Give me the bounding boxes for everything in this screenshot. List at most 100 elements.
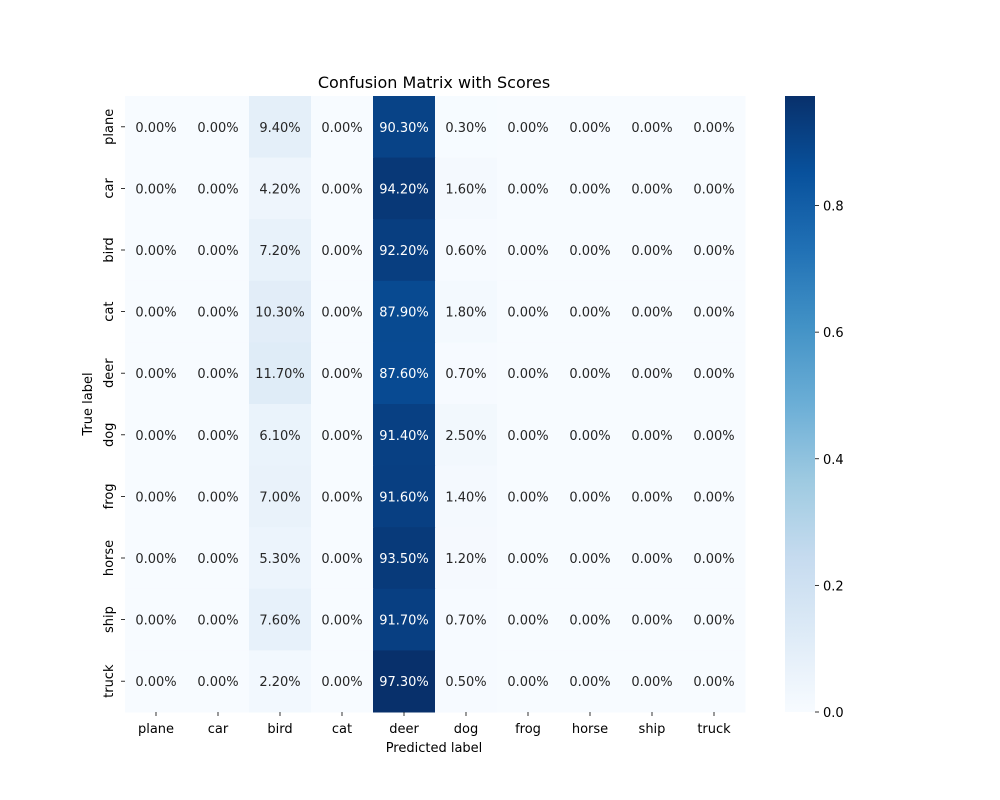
x-tick-label: ship <box>639 722 666 737</box>
cell-truck-car <box>187 650 250 713</box>
cell-value-label: 0.00% <box>135 306 176 321</box>
cell-car-truck <box>683 157 746 220</box>
cell-value-label: 0.00% <box>631 552 672 567</box>
cell-plane-truck <box>683 96 746 159</box>
cell-value-label: 0.00% <box>321 552 362 567</box>
cell-dog-deer <box>373 404 436 467</box>
cell-value-label: 92.20% <box>379 244 429 259</box>
cell-value-label: 0.00% <box>507 429 548 444</box>
cell-value-label: 2.50% <box>445 429 486 444</box>
cell-plane-plane <box>125 96 188 159</box>
cell-value-label: 0.00% <box>135 490 176 505</box>
cell-value-label: 0.00% <box>321 429 362 444</box>
cell-value-label: 0.00% <box>693 429 734 444</box>
cell-value-label: 0.00% <box>507 552 548 567</box>
cell-value-label: 0.00% <box>135 121 176 136</box>
cell-value-label: 0.70% <box>445 367 486 382</box>
cell-value-label: 0.00% <box>135 429 176 444</box>
cell-value-label: 0.00% <box>631 675 672 690</box>
cell-value-label: 1.60% <box>445 182 486 197</box>
cell-cat-dog <box>435 280 498 343</box>
cell-value-label: 0.00% <box>693 614 734 629</box>
cell-deer-car <box>187 342 250 405</box>
cell-value-label: 0.00% <box>693 675 734 690</box>
cell-ship-horse <box>559 588 622 651</box>
cell-value-label: 0.00% <box>569 675 610 690</box>
colorbar-tick-label: 0.4 <box>823 453 844 468</box>
cell-dog-cat <box>311 404 374 467</box>
cell-car-bird <box>249 157 312 220</box>
cell-value-label: 11.70% <box>255 367 305 382</box>
cell-horse-frog <box>497 527 560 590</box>
cell-cat-deer <box>373 280 436 343</box>
cell-value-label: 87.60% <box>379 367 429 382</box>
cell-value-label: 0.00% <box>631 429 672 444</box>
cell-value-label: 0.00% <box>197 182 238 197</box>
cell-value-label: 0.00% <box>197 614 238 629</box>
cell-bird-truck <box>683 219 746 282</box>
cell-value-label: 0.00% <box>631 121 672 136</box>
cell-plane-ship <box>621 96 684 159</box>
cell-value-label: 0.00% <box>631 614 672 629</box>
cell-truck-truck <box>683 650 746 713</box>
cell-frog-dog <box>435 465 498 528</box>
cell-value-label: 0.00% <box>693 121 734 136</box>
cell-dog-plane <box>125 404 188 467</box>
cell-value-label: 0.00% <box>569 121 610 136</box>
cell-value-label: 0.00% <box>507 244 548 259</box>
cell-value-label: 0.70% <box>445 614 486 629</box>
cell-value-label: 0.60% <box>445 244 486 259</box>
cell-plane-car <box>187 96 250 159</box>
cell-value-label: 0.00% <box>693 182 734 197</box>
cell-value-label: 0.00% <box>569 367 610 382</box>
cell-dog-truck <box>683 404 746 467</box>
cell-value-label: 0.00% <box>507 490 548 505</box>
cell-value-label: 0.00% <box>693 306 734 321</box>
cell-dog-frog <box>497 404 560 467</box>
cell-bird-car <box>187 219 250 282</box>
cell-value-label: 0.00% <box>321 675 362 690</box>
cell-car-cat <box>311 157 374 220</box>
cell-value-label: 94.20% <box>379 182 429 197</box>
cell-cat-car <box>187 280 250 343</box>
cell-value-label: 0.00% <box>321 244 362 259</box>
cell-ship-bird <box>249 588 312 651</box>
cell-value-label: 0.00% <box>569 306 610 321</box>
cell-horse-bird <box>249 527 312 590</box>
cell-truck-bird <box>249 650 312 713</box>
cell-value-label: 91.70% <box>379 614 429 629</box>
cell-bird-horse <box>559 219 622 282</box>
cell-dog-horse <box>559 404 622 467</box>
cell-deer-horse <box>559 342 622 405</box>
cell-value-label: 0.00% <box>693 552 734 567</box>
y-tick-label: horse <box>102 540 117 576</box>
y-tick-label: dog <box>102 423 117 447</box>
cell-value-label: 0.00% <box>197 121 238 136</box>
cell-frog-truck <box>683 465 746 528</box>
cell-value-label: 91.40% <box>379 429 429 444</box>
cell-value-label: 0.00% <box>135 182 176 197</box>
y-tick-label: frog <box>102 483 117 509</box>
cell-value-label: 9.40% <box>259 121 300 136</box>
cell-ship-deer <box>373 588 436 651</box>
cell-deer-plane <box>125 342 188 405</box>
cell-cat-plane <box>125 280 188 343</box>
cell-value-label: 0.00% <box>631 490 672 505</box>
cell-value-label: 0.50% <box>445 675 486 690</box>
cell-car-deer <box>373 157 436 220</box>
cell-value-label: 0.00% <box>569 614 610 629</box>
cell-value-label: 0.00% <box>693 367 734 382</box>
cell-value-label: 0.00% <box>135 552 176 567</box>
heatmap-cell-labels: 0.00% 0.00% 9.40% 0.00% 90.30% 0.30% 0.00% 0.00… <box>135 121 734 690</box>
cell-deer-ship <box>621 342 684 405</box>
cell-horse-horse <box>559 527 622 590</box>
cell-plane-dog <box>435 96 498 159</box>
y-tick-label: car <box>102 178 117 199</box>
cell-deer-frog <box>497 342 560 405</box>
cell-car-ship <box>621 157 684 220</box>
cell-cat-horse <box>559 280 622 343</box>
cell-frog-deer <box>373 465 436 528</box>
cell-value-label: 0.00% <box>631 244 672 259</box>
cell-value-label: 0.00% <box>197 490 238 505</box>
